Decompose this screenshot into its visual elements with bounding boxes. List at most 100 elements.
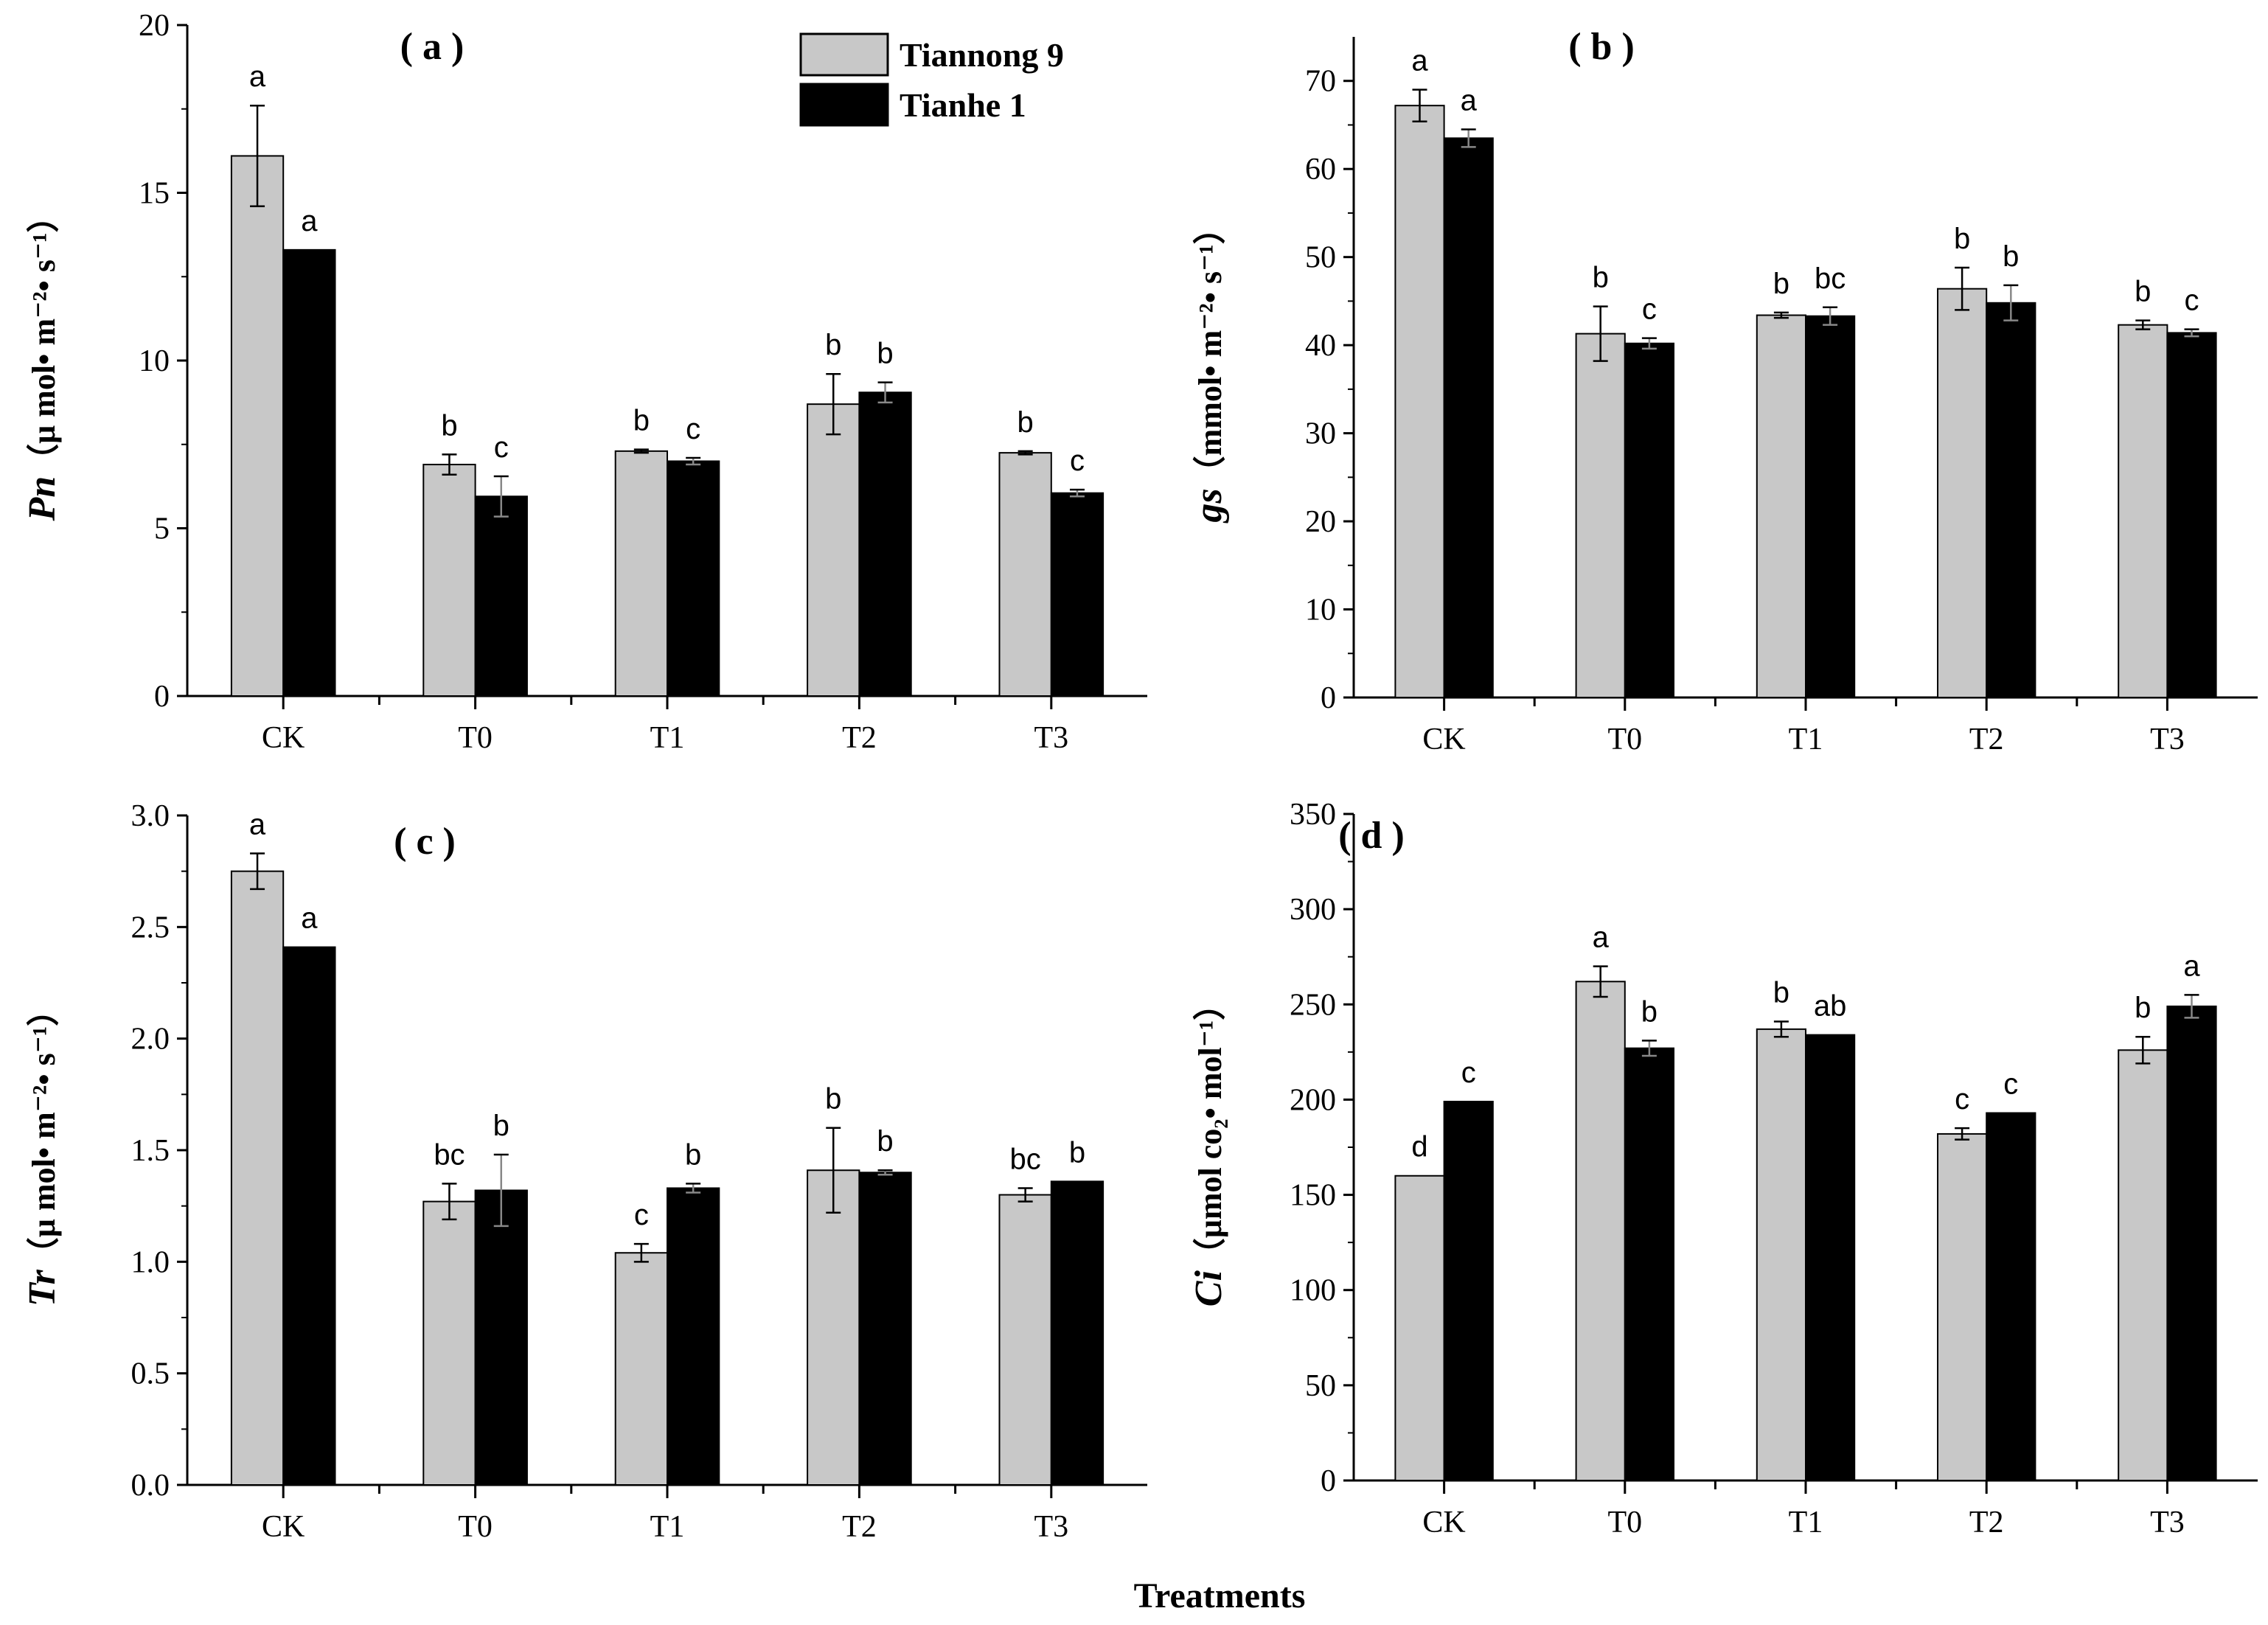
y-axis-label-variable: Pn xyxy=(21,476,63,522)
bar-tianhe1 xyxy=(1986,1112,2036,1481)
panel-label: ( a ) xyxy=(400,26,465,68)
legend-label-tiannong9: Tiannong 9 xyxy=(900,36,1064,74)
significance-letter: bc xyxy=(434,1138,465,1171)
significance-letter: b xyxy=(877,1125,893,1158)
bar-tiannong9 xyxy=(807,1169,860,1486)
y-tick-label: 350 xyxy=(1290,798,1336,832)
significance-letter: b xyxy=(493,1110,509,1142)
y-axis-label: Pn（μ mol• m⁻²• s⁻¹） xyxy=(21,201,63,522)
bar-tiannong9 xyxy=(422,464,476,697)
bar-tiannong9 xyxy=(1936,1132,1988,1482)
bar-tianhe1 xyxy=(1805,315,1856,698)
panel-a: 0 5 10 15 20 CK a a T0 b c T1 b c T2 b b T3 b c ( a ) Pn（μ mo… xyxy=(21,9,1147,755)
y-tick-label: 0 xyxy=(1321,681,1336,715)
bar-tianhe1 xyxy=(282,248,336,697)
y-tick-label: 20 xyxy=(139,9,170,43)
significance-letter: c xyxy=(1955,1083,1969,1116)
bar-tiannong9 xyxy=(1936,288,1988,698)
bar-tiannong9 xyxy=(1575,981,1626,1481)
bar-tianhe1 xyxy=(2166,332,2217,698)
x-tick-label: CK xyxy=(262,721,305,755)
bar-tianhe1 xyxy=(1624,342,1675,698)
significance-letter: b xyxy=(1773,268,1789,300)
x-tick-label: T1 xyxy=(1789,723,1823,756)
x-axis-label: Treatments xyxy=(1134,1576,1306,1615)
significance-letter: c xyxy=(686,413,700,445)
bar-tiannong9 xyxy=(614,450,669,697)
significance-letter: b xyxy=(825,329,841,361)
x-tick-label: T1 xyxy=(650,721,685,755)
y-tick-label: 15 xyxy=(139,177,170,211)
y-tick-label: 70 xyxy=(1305,65,1336,99)
bar-tianhe1 xyxy=(1050,1180,1105,1486)
x-tick-label: T2 xyxy=(1969,723,2004,756)
bar-tianhe1 xyxy=(1443,137,1494,699)
bar-tianhe1 xyxy=(1624,1047,1675,1481)
x-tick-label: T0 xyxy=(1607,723,1642,756)
y-tick-label: 1.0 xyxy=(131,1245,170,1279)
x-tick-label: T1 xyxy=(650,1510,685,1544)
x-tick-label: CK xyxy=(1422,1506,1465,1539)
bar-tiannong9 xyxy=(230,155,285,697)
bar-tiannong9 xyxy=(998,452,1052,697)
x-tick-label: T3 xyxy=(1034,1510,1068,1544)
x-tick-label: T0 xyxy=(458,721,493,755)
legend-swatch-tiannong9 xyxy=(799,32,889,77)
bar-tianhe1 xyxy=(858,392,912,697)
y-tick-label: 3.0 xyxy=(131,799,170,833)
y-tick-label: 50 xyxy=(1305,241,1336,275)
significance-letter: c xyxy=(1461,1057,1476,1089)
panel-label: ( c ) xyxy=(394,821,456,863)
significance-letter: a xyxy=(301,902,318,935)
significance-letter: bc xyxy=(1010,1143,1041,1175)
y-axis-label-unit: （μmol co₂• mol⁻¹） xyxy=(1192,988,1228,1270)
x-tick-label: T3 xyxy=(1034,721,1068,755)
significance-letter: a xyxy=(249,808,266,841)
x-tick-label: T2 xyxy=(842,1510,877,1544)
significance-letter: a xyxy=(249,60,266,93)
legend-label-tianhe1: Tianhe 1 xyxy=(900,86,1026,124)
y-axis-label-variable: Ci xyxy=(1188,1270,1230,1307)
bar-tianhe1 xyxy=(2166,1005,2217,1481)
y-tick-label: 10 xyxy=(1305,594,1336,627)
bar-tiannong9 xyxy=(1756,1028,1806,1482)
y-tick-label: 2.0 xyxy=(131,1023,170,1057)
x-tick-label: T2 xyxy=(842,721,877,755)
panel-label: ( d ) xyxy=(1338,815,1405,857)
y-tick-label: 0 xyxy=(1321,1464,1336,1498)
significance-letter: b xyxy=(2135,276,2151,308)
significance-letter: c xyxy=(1642,293,1657,326)
bar-tianhe1 xyxy=(1050,492,1105,697)
x-tick-label: CK xyxy=(262,1510,305,1544)
significance-letter: c xyxy=(494,431,509,464)
significance-letter: a xyxy=(1461,84,1478,116)
y-tick-label: 250 xyxy=(1290,988,1336,1022)
y-tick-label: 1.5 xyxy=(131,1134,170,1168)
x-tick-label: T2 xyxy=(1969,1506,2004,1539)
y-axis-label: Tr（μ mol• m⁻²• s⁻¹） xyxy=(21,994,63,1306)
panel-c: 0.00.51.01.52.02.53.0CKaaT0bcbT1cbT2bbT3… xyxy=(21,799,1147,1544)
y-tick-label: 150 xyxy=(1290,1179,1336,1213)
significance-letter: b xyxy=(633,405,650,437)
x-tick-label: T0 xyxy=(458,1510,493,1544)
significance-letter: d xyxy=(1411,1131,1427,1163)
bar-tianhe1 xyxy=(667,460,720,697)
bar-tianhe1 xyxy=(1443,1101,1494,1482)
y-tick-label: 0.5 xyxy=(131,1357,170,1391)
bar-tianhe1 xyxy=(667,1187,720,1486)
significance-letter: a xyxy=(1593,922,1610,954)
significance-letter: b xyxy=(441,409,457,442)
bar-tianhe1 xyxy=(1805,1034,1856,1481)
significance-letter: b xyxy=(877,338,893,370)
significance-letter: b xyxy=(825,1083,841,1116)
y-axis-label-variable: gs xyxy=(1188,488,1230,523)
y-tick-label: 30 xyxy=(1305,417,1336,451)
x-tick-label: T3 xyxy=(2150,1506,2185,1539)
bar-tiannong9 xyxy=(2118,1049,2168,1481)
bar-tiannong9 xyxy=(2118,324,2168,698)
bar-tianhe1 xyxy=(474,495,528,697)
significance-letter: b xyxy=(685,1138,701,1171)
y-axis-label: gs（mmol• m⁻²• s⁻¹） xyxy=(1188,212,1230,523)
panel-label: ( b ) xyxy=(1568,26,1635,68)
